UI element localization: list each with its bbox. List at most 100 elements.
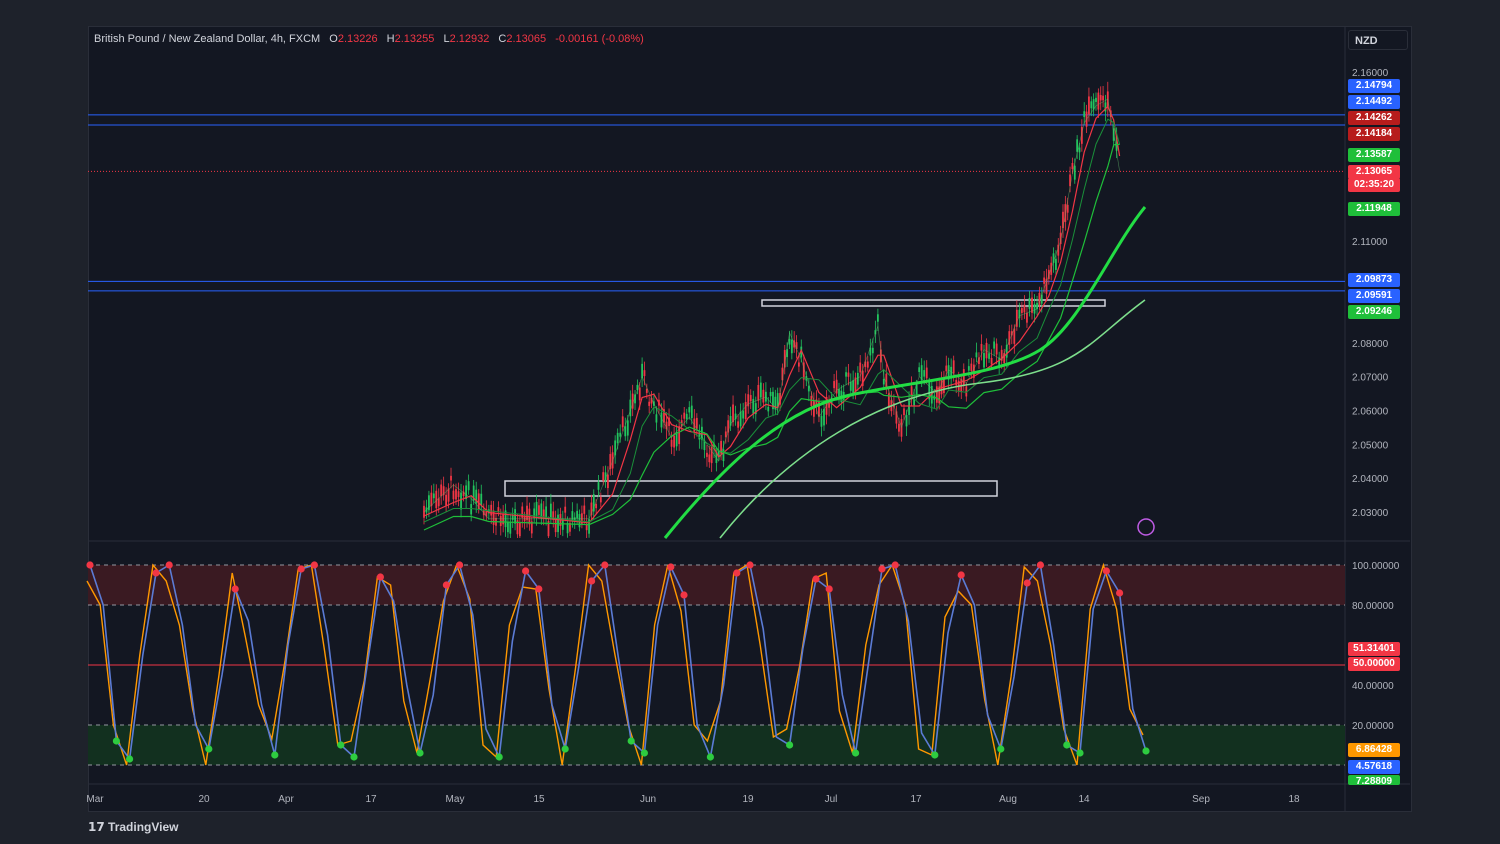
price-tick-label: 2.04000 (1352, 474, 1389, 485)
candle-body (590, 502, 593, 516)
osc-sell-dot (152, 569, 160, 577)
price-tick-label: 2.05000 (1352, 440, 1389, 451)
osc-sell-dot (1036, 561, 1044, 569)
osc-sell-dot (456, 561, 464, 569)
osc-value-label: 6.86428 (1348, 743, 1400, 757)
osc-sell-dot (522, 567, 530, 575)
candle-body (757, 384, 760, 401)
candle-body (1052, 253, 1055, 263)
candle-body (849, 381, 852, 391)
candle-body (673, 435, 676, 448)
candle-body (552, 511, 555, 520)
candle-body (607, 474, 609, 489)
resistance-zone-rect (761, 299, 1106, 307)
candle-body (747, 394, 750, 407)
candle-body (752, 398, 755, 414)
candle-body (602, 472, 605, 481)
candle-body (967, 366, 970, 371)
candle-body (1031, 297, 1033, 313)
candle-body (935, 386, 938, 403)
candle-body (885, 373, 888, 389)
candle-body (905, 415, 908, 427)
candle-body (1033, 303, 1036, 314)
candle-body (569, 522, 571, 532)
open-value: 2.13226 (337, 33, 378, 45)
price-tick-label: 2.11000 (1352, 237, 1388, 248)
candle-body (533, 508, 536, 519)
candle-body (1013, 328, 1016, 344)
ma-fast-red (423, 105, 1121, 524)
candle-body (542, 509, 545, 519)
time-tick-label: 18 (1288, 794, 1300, 805)
candle-body (727, 420, 730, 433)
osc-buy-dot (852, 749, 860, 757)
candle-body (604, 472, 607, 481)
candle-body (985, 342, 988, 359)
candle-body (1097, 92, 1100, 110)
candle-body (713, 443, 715, 450)
osc-sell-dot (231, 585, 239, 593)
symbol-title: British Pound / New Zealand Dollar, 4h, … (94, 33, 321, 45)
osc-sell-dot (891, 561, 899, 569)
candle-body (499, 515, 502, 527)
candle-body (1045, 278, 1048, 294)
currency-selector[interactable]: NZD (1348, 30, 1408, 50)
candle-body (597, 482, 600, 490)
candle-body (1008, 331, 1011, 345)
candle-body (854, 377, 857, 392)
osc-sell-dot (165, 561, 173, 569)
candle-body (445, 494, 448, 506)
candle-body (800, 346, 803, 358)
candle-body (1040, 294, 1043, 304)
candle-body (1092, 99, 1095, 110)
candle-body (975, 352, 978, 358)
candle-body (845, 372, 847, 377)
candle-body (1028, 297, 1031, 309)
candle-body (943, 378, 945, 393)
candle-body (650, 397, 653, 404)
osc-signal-line (86, 562, 1144, 766)
candle-body (675, 431, 678, 447)
candle-body (1015, 309, 1018, 327)
candle-body (1018, 309, 1021, 319)
osc-sell-dot (746, 561, 754, 569)
candle-body (717, 450, 720, 457)
tradingview-logo[interactable]: 𝟭𝟳 TradingView (88, 820, 179, 834)
ma-slowest (719, 299, 1146, 539)
candle-body (774, 396, 777, 410)
candle-body (624, 426, 627, 437)
candle-body (802, 362, 805, 380)
candle-body (1038, 292, 1041, 306)
change-value: -0.00161 (-0.08%) (555, 33, 644, 45)
osc-sell-dot (878, 565, 886, 573)
ma-line-1 (423, 118, 1121, 523)
osc-buy-dot (931, 751, 939, 759)
candle-body (1071, 163, 1074, 170)
osc-buy-dot (495, 753, 503, 761)
osc-value-label: 4.57618 (1348, 760, 1400, 774)
candle-body (695, 417, 698, 429)
candle-body (450, 475, 452, 481)
candle-body (722, 449, 725, 462)
osc-tick-label: 20.00000 (1352, 721, 1394, 732)
candle-body (573, 517, 576, 523)
candle-body (759, 382, 762, 398)
candle-body (898, 423, 900, 432)
high-value: 2.13255 (394, 33, 435, 45)
candle-body (749, 395, 752, 402)
candle-body (437, 498, 440, 507)
candle-body (621, 416, 624, 428)
candle-body (564, 506, 567, 513)
price-label: 2.13065 (1348, 165, 1400, 179)
candle-body (895, 411, 898, 424)
oversold-zone (88, 725, 1345, 765)
candle-body (440, 484, 443, 497)
candle-body (945, 365, 948, 372)
price-label: 2.09246 (1348, 305, 1400, 319)
candle-body (595, 503, 598, 509)
price-label: 2.14794 (1348, 79, 1400, 93)
candle-body (460, 492, 462, 510)
time-tick-label: 17 (910, 794, 922, 805)
osc-sell-dot (1023, 579, 1031, 587)
